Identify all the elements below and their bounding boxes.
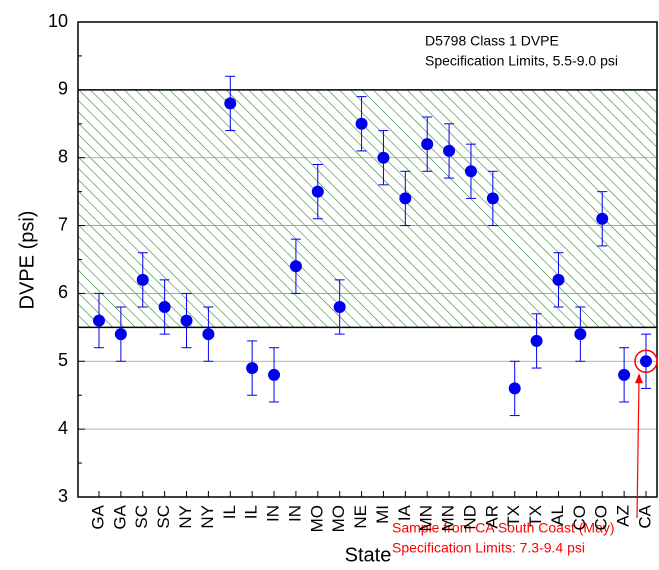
- x-tick-label: MO: [307, 505, 326, 532]
- y-tick-label: 10: [48, 11, 68, 31]
- x-tick-label: TX: [526, 505, 545, 527]
- x-tick-label: GA: [88, 504, 107, 529]
- y-axis-title: DVPE (psi): [16, 211, 38, 310]
- arrow-head: [635, 373, 643, 384]
- x-tick-label: CO: [592, 505, 611, 531]
- y-tick-label: 5: [58, 350, 68, 370]
- x-tick-label: SC: [154, 505, 173, 529]
- data-point: [114, 328, 127, 341]
- data-point: [246, 362, 259, 375]
- spec-band: [78, 89, 657, 328]
- data-point: [486, 192, 499, 205]
- annotation: Specification Limits, 5.5-9.0 psi: [425, 53, 618, 69]
- y-tick-label: 9: [58, 79, 68, 99]
- x-tick-label: TX: [504, 505, 523, 527]
- data-point: [508, 382, 521, 395]
- data-point: [640, 355, 652, 368]
- data-point: [443, 144, 456, 157]
- plot-area: [78, 89, 657, 430]
- y-tick-label: 4: [58, 418, 68, 438]
- annotation: D5798 Class 1 DVPE: [425, 33, 559, 49]
- x-tick-label: IN: [285, 505, 304, 522]
- y-tick-label: 7: [58, 214, 68, 234]
- data-point: [530, 334, 543, 347]
- x-tick-label: NY: [198, 505, 217, 529]
- highlight-circle: [634, 349, 658, 374]
- data-point: [202, 328, 215, 341]
- data-point: [574, 328, 587, 341]
- x-tick-label: MN: [417, 505, 436, 531]
- x-tick-label: CA: [635, 504, 654, 528]
- data-point: [224, 97, 237, 110]
- y-tick-label: 3: [58, 486, 68, 506]
- x-tick-label: CO: [570, 505, 589, 531]
- x-tick-label: AR: [482, 505, 501, 529]
- data-point: [158, 301, 171, 313]
- data-point: [93, 314, 105, 327]
- data-point: [355, 117, 368, 130]
- x-tick-label: SC: [132, 505, 151, 529]
- x-tick-label: MI: [373, 505, 392, 524]
- x-tick-label: GA: [110, 504, 129, 529]
- data-point: [464, 165, 477, 178]
- x-tick-label: IL: [220, 505, 239, 519]
- x-tick-label: IA: [395, 504, 414, 521]
- y-tick-label: 8: [58, 146, 68, 166]
- x-tick-label: MO: [329, 505, 348, 532]
- data-point: [596, 212, 609, 225]
- highlight-arrow: [636, 379, 640, 519]
- x-tick-label: MN: [439, 505, 458, 531]
- data-point: [311, 185, 324, 198]
- highlight-annotation: Sample from CA South Coast (May): [392, 520, 615, 536]
- data-point: [333, 301, 346, 313]
- x-tick-label: IN: [264, 505, 283, 522]
- x-axis-title: State: [345, 544, 392, 565]
- data-point: [552, 273, 565, 286]
- x-tick-label: AZ: [614, 505, 633, 527]
- x-tick-label: NY: [176, 505, 195, 529]
- highlight-annotation: Specification Limits: 7.3-9.4 psi: [392, 540, 585, 556]
- data-point: [180, 314, 193, 327]
- x-tick-label: AL: [548, 505, 567, 526]
- data-point: [618, 368, 631, 381]
- data-point: [377, 151, 390, 164]
- x-tick-label: NE: [351, 505, 370, 529]
- data-point: [399, 192, 412, 205]
- x-tick-label: IL: [242, 505, 261, 519]
- data-point: [421, 138, 434, 151]
- x-tick-label: ND: [460, 505, 479, 530]
- data-point: [136, 273, 149, 286]
- y-tick-label: 6: [58, 282, 68, 302]
- axes-frame: [77, 21, 658, 498]
- data-point: [289, 260, 302, 273]
- data-point: [268, 368, 281, 381]
